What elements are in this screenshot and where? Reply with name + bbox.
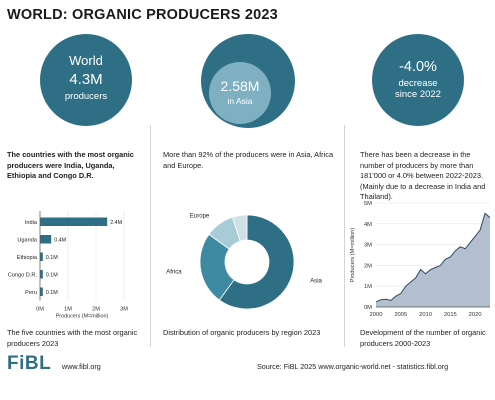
- area-fill: [376, 213, 490, 307]
- column-divider-left: [150, 125, 151, 347]
- kpi-change-value: -4.0%: [399, 59, 437, 75]
- bar-value-label: 0.4M: [54, 237, 66, 243]
- bar-x-tick-label: 0M: [36, 307, 44, 313]
- area-x-tick-label: 2020: [469, 312, 482, 318]
- footer-source: Source: FiBL 2025 www.organic-world.net …: [257, 362, 449, 371]
- bar-category-label: India: [25, 220, 38, 226]
- producers-trend-chart: 0M 1M 2M 3M 4M 5M 2000 2005 2010 2015 2020 Producer…: [350, 201, 491, 318]
- kpi-asia-unit: in Asia: [227, 96, 253, 107]
- bar-x-tick-label: 2M: [92, 307, 100, 313]
- donut-label: Europe: [190, 214, 210, 220]
- bar-value-label: 0.1M: [46, 272, 58, 278]
- bar-category-label: Peru: [25, 290, 37, 296]
- area-y-tick-label: 2M: [364, 263, 372, 269]
- area-x-tick-label: 2005: [394, 312, 407, 318]
- kpi-world-circle: World 4.3M producers: [40, 34, 132, 126]
- bar-x-tick-label: 3M: [120, 307, 128, 313]
- kpi-world-label: World: [69, 53, 103, 68]
- area-x-tick-label: 2000: [370, 312, 383, 318]
- page-title: WORLD: ORGANIC PRODUCERS 2023: [7, 7, 278, 23]
- bar-x-axis-title: Producers (M=million): [56, 314, 109, 320]
- column-divider-right: [344, 125, 345, 347]
- caption-top-countries: The five countries with the most organic…: [7, 328, 138, 348]
- footer-website-link[interactable]: www.fibl.org: [62, 362, 101, 371]
- bar-category-label: Ethiopia: [17, 255, 38, 261]
- title-text: WORLD: ORGANIC PRODUCERS: [7, 7, 241, 23]
- kpi-change-period: since 2022: [395, 88, 441, 100]
- caption-trend: Development of the number of organic pro…: [360, 328, 486, 348]
- kpi-world-value: 4.3M: [69, 70, 103, 88]
- bar-value-label: 0.1M: [46, 290, 58, 296]
- regions-donut-chart: AsiaAfricaEuropeLatin America: [166, 214, 323, 310]
- kpi-asia-inner-circle: 2.58M in Asia: [209, 62, 271, 124]
- bar-value-label: 0.1M: [46, 255, 58, 261]
- fibl-logo: FiBL: [7, 353, 52, 374]
- donut-slice-latin-america: [231, 214, 248, 242]
- bar-peru: [40, 287, 43, 296]
- title-year: 2023: [244, 7, 278, 23]
- kpi-world-unit: producers: [64, 91, 108, 103]
- donut-slice-asia: [218, 214, 295, 310]
- desc-regions: More than 92% of the producers were in A…: [163, 150, 334, 170]
- bar-ethiopia: [40, 252, 43, 261]
- area-x-tick-label: 2010: [419, 312, 432, 318]
- area-y-tick-label: 4M: [364, 222, 372, 228]
- bar-category-label: Congo D.R.: [8, 272, 38, 278]
- bar-value-label: 2.4M: [110, 220, 122, 226]
- area-y-tick-label: 0M: [364, 305, 372, 311]
- kpi-asia-circle: 2.58M in Asia: [201, 34, 295, 128]
- area-y-tick-label: 1M: [364, 284, 372, 290]
- area-line: [375, 212, 491, 303]
- bar-uganda: [40, 235, 52, 244]
- caption-regions: Distribution of organic producers by reg…: [163, 328, 321, 337]
- kpi-asia-value: 2.58M: [220, 78, 260, 94]
- kpi-change-circle: -4.0% decrease since 2022: [372, 34, 464, 126]
- desc-top-countries: The countries with the most organic prod…: [7, 150, 134, 180]
- donut-label: Asia: [310, 279, 322, 285]
- bar-congo-d-r-: [40, 270, 43, 279]
- bar-x-tick-label: 1M: [64, 307, 72, 313]
- area-x-tick-label: 2015: [444, 312, 457, 318]
- area-y-tick-label: 3M: [364, 243, 372, 249]
- bar-india: [40, 217, 108, 226]
- area-y-tick-label: 5M: [364, 201, 372, 207]
- top-countries-chart: 0M 1M 2M 3M Producers (M=million) India 2.4M Ug…: [8, 211, 128, 320]
- kpi-change-label: decrease: [398, 77, 438, 89]
- area-y-axis-title: Producers (M=million): [350, 228, 356, 283]
- desc-trend: There has been a decrease in the number …: [360, 150, 486, 201]
- donut-label: Africa: [166, 269, 182, 275]
- bar-category-label: Uganda: [17, 237, 37, 243]
